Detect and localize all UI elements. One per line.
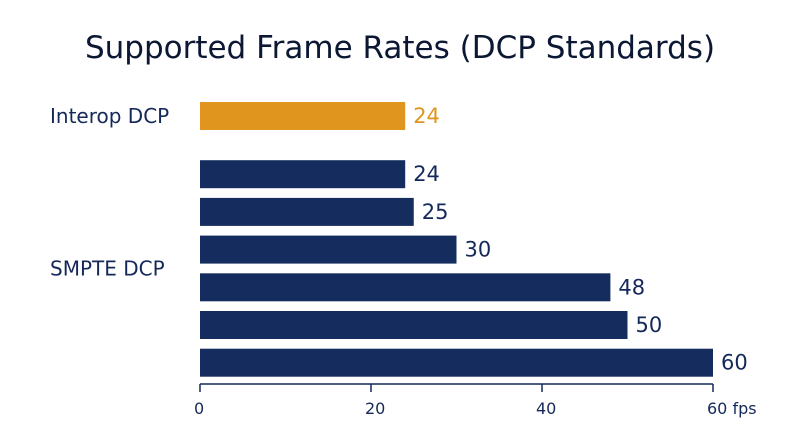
bar-1-4 (200, 311, 628, 339)
value-label-0-0: 24 (413, 104, 440, 128)
value-label-1-0: 24 (413, 162, 440, 186)
x-tick-label-0: 0 (194, 399, 204, 418)
bar-1-1 (200, 197, 414, 226)
value-label-1-4: 50 (636, 313, 663, 337)
bar-1-5 (200, 348, 713, 377)
value-label-1-2: 30 (465, 238, 492, 262)
x-tick-label-2: 40 (536, 399, 556, 418)
category-label-1: SMPTE DCP (50, 256, 165, 280)
value-label-1-3: 48 (618, 275, 645, 299)
bar-0-0 (200, 102, 406, 130)
bar-1-3 (200, 273, 611, 302)
x-tick-label-3: 60 fps (707, 399, 757, 418)
x-tick-label-1: 20 (365, 399, 385, 418)
value-label-1-1: 25 (422, 200, 449, 224)
value-label-1-5: 60 (721, 351, 748, 375)
bar-1-0 (200, 160, 406, 189)
bar-1-2 (200, 235, 457, 264)
chart-title: Supported Frame Rates (DCP Standards) (84, 30, 716, 66)
category-label-0: Interop DCP (50, 104, 169, 128)
